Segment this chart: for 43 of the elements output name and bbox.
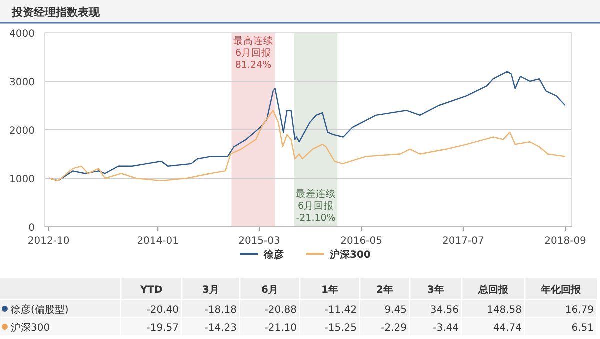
data-label: -18.18: [204, 305, 237, 316]
band-label: 最差连续 6月回报 -21.10%: [296, 188, 336, 224]
x-tick-label: 2015-03: [238, 236, 280, 247]
legend-label: 沪深300: [329, 249, 371, 261]
data-label: -20.40: [146, 305, 179, 316]
line-series: [48, 110, 566, 182]
chart-title: 投资经理指数表现: [11, 6, 101, 19]
data-label: 6.51: [572, 323, 594, 334]
x-tick-label: 3月: [202, 285, 220, 296]
legend-label: 徐彦: [263, 249, 284, 261]
x-tick-label: 总回报: [478, 284, 510, 296]
x-tick-label: 2018-09: [544, 236, 586, 247]
y-tick-label: 沪深300: [11, 322, 50, 334]
data-label: -2.29: [381, 323, 407, 334]
x-tick-label: 2012-10: [28, 236, 70, 247]
data-label: -19.57: [146, 323, 179, 334]
data-label: -20.88: [264, 305, 297, 316]
y-tick-label: 3000: [10, 78, 35, 88]
x-tick-label: 年化回报: [540, 284, 582, 296]
x-tick-label: 2016-05: [340, 236, 382, 247]
x-tick-label: 2年: [376, 284, 394, 296]
data-label: -15.25: [324, 323, 357, 334]
x-tick-label: 6月: [262, 285, 278, 296]
x-tick-label: 2017-07: [442, 236, 484, 247]
data-label: 34.56: [430, 305, 459, 316]
data-label: -14.23: [204, 323, 237, 334]
x-tick-label: 2014-01: [137, 236, 179, 247]
data-label: 148.58: [487, 305, 522, 316]
x-tick-label: 3年: [428, 284, 444, 296]
data-label: 16.79: [565, 305, 594, 316]
data-label: -11.42: [324, 305, 357, 316]
y-tick-label: 4000: [10, 29, 35, 40]
x-tick-label: 1年: [322, 284, 338, 296]
data-label: 44.74: [493, 323, 522, 334]
band-label: 最高连续 6月回报 81.24%: [234, 35, 274, 71]
y-tick-label: 2000: [10, 126, 35, 137]
y-tick-label: 1000: [10, 174, 35, 186]
data-label: 9.45: [384, 305, 407, 316]
data-label: -3.44: [433, 323, 459, 334]
y-tick-label: 徐彦(偏股型): [11, 304, 69, 316]
data-label: -21.10: [264, 323, 297, 334]
x-tick-label: YTD: [139, 285, 163, 296]
y-tick-label: 0: [28, 223, 35, 234]
